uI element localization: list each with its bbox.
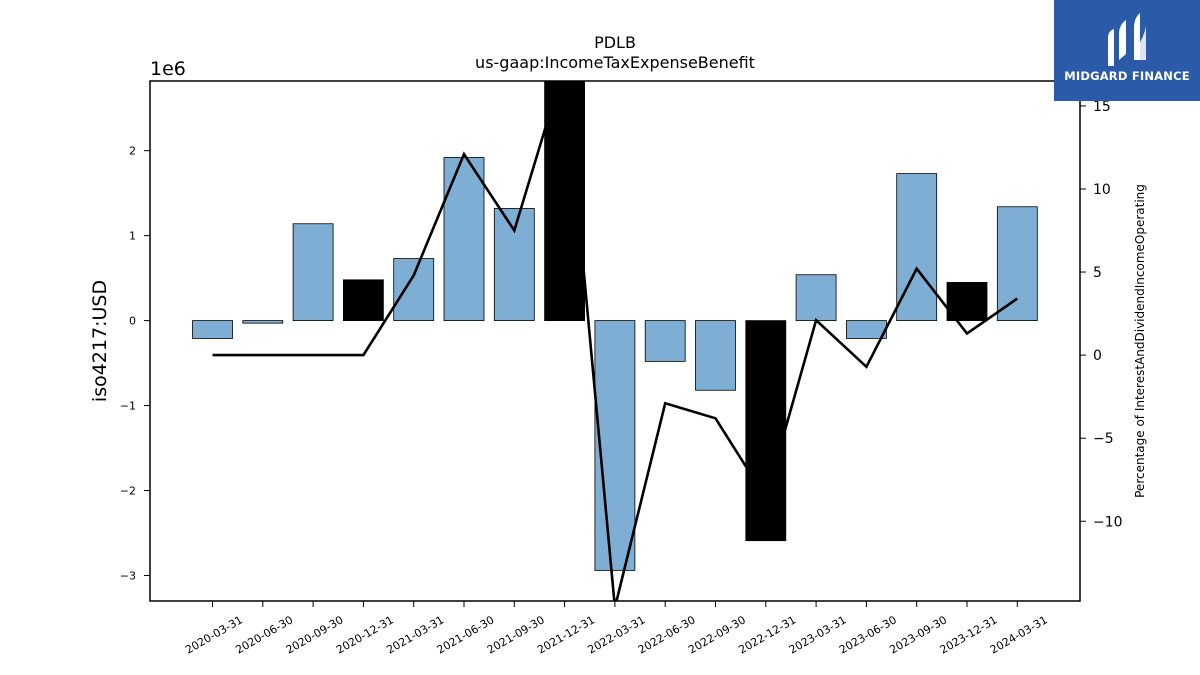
plot-frame [149, 80, 1081, 602]
bar-2024-03-31 [996, 206, 1038, 322]
chart-title: PDLB [594, 33, 636, 52]
bar-2020-06-30 [242, 320, 284, 324]
y2-tick-label: −5 [1093, 431, 1114, 447]
y2-tick-label: 15 [1093, 99, 1111, 115]
y2-tick-label: −10 [1093, 514, 1123, 530]
bar-2021-06-30 [443, 157, 485, 322]
y-tick-label: −1 [120, 400, 136, 413]
x-tick-label: 2024-03-31 [988, 613, 1050, 656]
bar-2022-09-30 [695, 320, 736, 391]
bar-2023-03-31 [795, 274, 837, 322]
bar-2022-12-31 [745, 320, 787, 542]
bar-2021-03-31 [393, 258, 435, 322]
line-series [212, 81, 1019, 601]
bar-2020-09-30 [292, 223, 334, 322]
y-tick-label: 0 [129, 315, 136, 328]
chart-subtitle: us-gaap:IncomeTaxExpenseBenefit [475, 53, 755, 72]
bar-2021-09-30 [493, 208, 535, 322]
y2-tick-label: 10 [1093, 182, 1111, 198]
y2-tick-label: 0 [1093, 348, 1102, 364]
y-multiplier-label: 1e6 [150, 58, 186, 80]
bar-2022-03-31 [594, 320, 636, 571]
brand-logo: MIDGARD FINANCE [1054, 0, 1200, 101]
bar-2021-12-31 [544, 81, 585, 322]
y-tick-label: 2 [129, 145, 136, 158]
logo-mark-icon [1108, 13, 1146, 66]
y-tick-label: −3 [120, 570, 136, 583]
y-tick-label: −2 [120, 485, 136, 498]
bar-2020-12-31 [342, 279, 384, 322]
y-axis-label: iso4217:USD [89, 280, 111, 402]
plot-area [192, 81, 1038, 601]
y2-tick-label: 5 [1093, 265, 1102, 281]
bar-2020-03-31 [192, 320, 233, 339]
y-tick-label: 1 [129, 230, 136, 243]
bar-2022-06-30 [644, 320, 686, 362]
logo-text: MIDGARD FINANCE [1064, 69, 1190, 83]
y2-axis-label: Percentage of InterestAndDividendIncomeO… [1133, 184, 1147, 498]
bar-2023-06-30 [846, 320, 887, 339]
